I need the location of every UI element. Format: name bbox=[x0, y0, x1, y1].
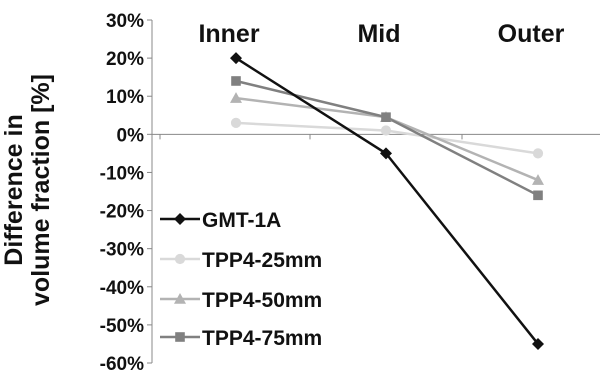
point-tpp4-75mm-outer bbox=[533, 190, 543, 201]
point-tpp4-25mm-mid bbox=[380, 125, 392, 136]
category-label-inner: Inner bbox=[198, 20, 259, 48]
point-tpp4-75mm-inner bbox=[231, 76, 241, 86]
y-tick-label: -60% bbox=[100, 354, 144, 375]
legend-marker-tpp4-75mm bbox=[175, 332, 185, 342]
point-tpp4-25mm-inner bbox=[230, 117, 242, 128]
y-tick-labels: 30% 20% 10% 0% -10% -20% -30% -40% -50% -60% bbox=[100, 11, 144, 375]
point-tpp4-50mm-outer bbox=[532, 174, 544, 185]
y-axis-label: Difference in volume fraction [%] bbox=[0, 74, 55, 306]
point-tpp4-75mm-mid bbox=[381, 112, 391, 122]
legend-marker-tpp4-50mm bbox=[174, 293, 186, 304]
legend-label-tpp4-50mm: TPP4-50mm bbox=[202, 289, 322, 312]
legend-marker-tpp4-25mm bbox=[174, 253, 186, 265]
y-tick-label: -30% bbox=[100, 240, 144, 261]
point-gmt-1a-inner bbox=[230, 52, 242, 65]
y-axis-label-line-1: Difference in bbox=[0, 114, 28, 265]
y-tick-label: -50% bbox=[100, 316, 144, 337]
legend-background bbox=[155, 196, 365, 356]
series-line-tpp4-75mm bbox=[235, 79, 539, 197]
axes bbox=[147, 19, 600, 364]
category-label-outer: Outer bbox=[498, 20, 565, 48]
legend: GMT-1A TPP4-25mm TPP4-50mm TPP4-75mm bbox=[155, 196, 365, 356]
legend-label-gmt-1a: GMT-1A bbox=[202, 209, 281, 232]
y-axis-label-line-2: volume fraction [%] bbox=[27, 74, 55, 306]
point-gmt-1a-mid bbox=[380, 147, 392, 160]
legend-marker-gmt-1a bbox=[174, 213, 186, 225]
y-tick-label: 0% bbox=[117, 125, 145, 146]
y-tick-label: -10% bbox=[100, 163, 144, 184]
legend-label-tpp4-25mm: TPP4-25mm bbox=[202, 249, 322, 272]
y-tick-label: 10% bbox=[106, 87, 144, 108]
legend-label-tpp4-75mm: TPP4-75mm bbox=[202, 327, 322, 350]
series-line-tpp4-50mm bbox=[235, 96, 539, 182]
category-labels: Inner Mid Outer bbox=[198, 20, 564, 48]
series-markers bbox=[230, 52, 544, 350]
y-tick-label: 20% bbox=[106, 49, 144, 70]
category-label-mid: Mid bbox=[357, 20, 400, 48]
y-tick-label: -20% bbox=[100, 202, 144, 223]
point-gmt-1a-outer bbox=[532, 337, 544, 350]
point-tpp4-50mm-inner bbox=[230, 92, 242, 103]
y-tick-label: -40% bbox=[100, 278, 144, 299]
point-tpp4-25mm-outer bbox=[532, 148, 544, 159]
y-tick-label: 30% bbox=[106, 11, 144, 32]
